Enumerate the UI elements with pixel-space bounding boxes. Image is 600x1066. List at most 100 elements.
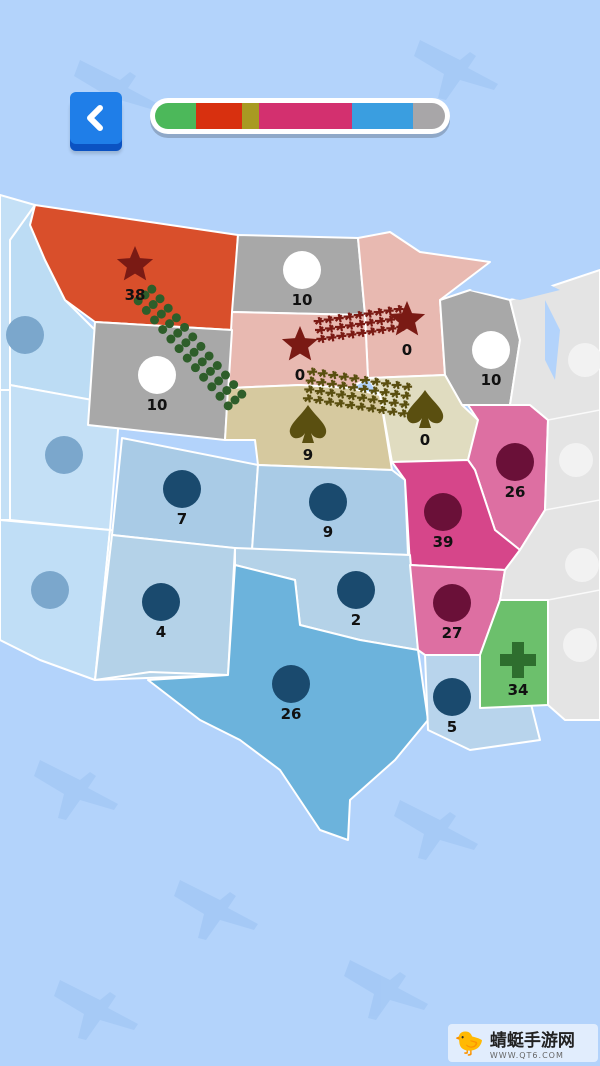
troop-unit: [182, 353, 192, 363]
troop-unit: [196, 341, 206, 351]
marker-north-dakota[interactable]: 10: [283, 251, 321, 309]
troop-unit: [380, 379, 391, 388]
marker-iowa[interactable]: 0: [406, 390, 444, 449]
chevron-left-icon: [87, 105, 103, 131]
troop-unit: [304, 385, 315, 394]
troop-unit: [207, 382, 217, 392]
marker-wyoming[interactable]: 10: [138, 356, 176, 414]
circle-icon: [272, 665, 310, 703]
troop-unit: [199, 372, 209, 382]
marker-nebraska[interactable]: 9: [289, 405, 327, 464]
troop-unit: [337, 381, 348, 390]
bar-segment-blue: [352, 103, 414, 129]
troop-unit: [204, 351, 214, 361]
marker-colorado[interactable]: 7: [163, 470, 201, 528]
troop-unit: [379, 387, 390, 397]
faded-circle-icon: [31, 571, 69, 609]
troop-count: 0: [295, 366, 305, 384]
troop-unit: [325, 324, 335, 333]
troop-unit: [367, 395, 378, 404]
marker-texas[interactable]: 26: [272, 665, 310, 723]
marker-missouri[interactable]: 39: [424, 493, 462, 551]
marker-kansas[interactable]: 9: [309, 483, 347, 541]
marker-louisiana[interactable]: 5: [433, 678, 471, 736]
troop-count: 39: [433, 533, 454, 551]
troop-unit: [356, 328, 367, 338]
troop-unit: [155, 294, 165, 304]
background-planes: [34, 40, 498, 1040]
troop-unit: [305, 376, 316, 385]
marker-south-dakota[interactable]: 0: [281, 326, 319, 384]
troop-unit: [390, 389, 401, 399]
star-icon: [281, 326, 319, 361]
marker-oklahoma[interactable]: 2: [337, 571, 375, 629]
troop-unit: [334, 399, 345, 408]
troop-unit: [376, 325, 387, 335]
marker-mississippi[interactable]: 34: [500, 642, 536, 699]
bar-segment-neutral: [413, 103, 445, 129]
troop-unit: [363, 309, 374, 318]
troop-unit: [166, 334, 176, 344]
troop-count: 27: [442, 624, 463, 642]
troop-unit: [222, 385, 232, 395]
watermark-url: WWW.QT6.COM: [489, 1051, 564, 1060]
bar-segment-red: [195, 103, 242, 129]
marker-new-mexico[interactable]: 4: [142, 583, 180, 641]
troop-unit: [355, 402, 366, 411]
faded-circle-icon: [568, 343, 600, 377]
troop-unit: [397, 409, 408, 418]
circle-icon: [337, 571, 375, 609]
bar-segment-olive: [242, 103, 260, 129]
marker-arkansas[interactable]: 27: [433, 584, 471, 642]
marker-minnesota[interactable]: 0: [388, 301, 426, 359]
troop-unit: [174, 344, 184, 354]
troop-unit: [326, 333, 337, 342]
troop-unit: [399, 400, 410, 409]
troop-unit: [366, 404, 377, 413]
troop-marches: [133, 284, 413, 418]
troop-unit: [156, 309, 166, 319]
state-east-states[interactable]: [499, 269, 600, 721]
troop-unit: [313, 316, 324, 326]
troop-unit: [315, 325, 325, 335]
star-icon: [116, 246, 154, 281]
neutral-markers: [6, 316, 600, 662]
state-markers: 38 10 0 0 10 10 9 0 26 39 27 34 5 26 2 9 7 4: [116, 246, 536, 736]
troop-unit: [345, 321, 355, 330]
troop-unit: [365, 318, 375, 327]
troop-unit: [148, 300, 158, 310]
cross-icon: [500, 642, 536, 678]
marker-illinois[interactable]: 26: [496, 443, 534, 501]
marker-wisconsin[interactable]: 10: [472, 331, 510, 389]
marker-montana[interactable]: 38: [116, 246, 154, 304]
troop-unit: [375, 316, 385, 326]
troop-unit: [346, 391, 357, 401]
troop-unit: [171, 313, 181, 323]
troop-unit: [173, 328, 183, 338]
troop-count: 26: [505, 483, 526, 501]
spade-icon: [289, 405, 327, 443]
troop-unit: [307, 367, 318, 376]
troop-unit: [335, 322, 345, 332]
troop-unit: [188, 332, 198, 342]
troop-unit: [388, 398, 399, 408]
troop-count: 9: [323, 523, 333, 541]
troop-unit: [402, 382, 413, 391]
troop-unit: [158, 324, 168, 334]
back-button[interactable]: [70, 92, 122, 144]
troop-unit: [150, 315, 160, 325]
troop-unit: [386, 324, 397, 333]
troop-count: 26: [281, 705, 302, 723]
troop-unit: [369, 386, 380, 395]
watermark: 🐤 蜻蜓手游网 WWW.QT6.COM: [448, 1024, 598, 1062]
troop-unit: [325, 388, 336, 398]
troop-count: 0: [420, 431, 430, 449]
troop-unit: [370, 377, 381, 386]
troop-count: 0: [402, 341, 412, 359]
troop-unit: [323, 315, 334, 324]
circle-icon: [433, 678, 471, 716]
troop-unit: [140, 290, 150, 300]
troop-unit: [335, 390, 346, 399]
troop-unit: [347, 382, 358, 392]
